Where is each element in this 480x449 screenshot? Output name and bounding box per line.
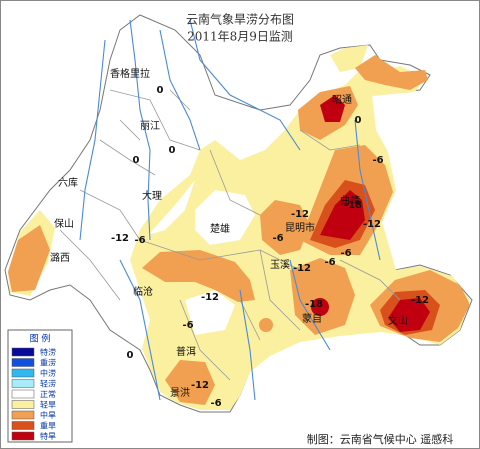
contour-label: 0 [355, 115, 362, 126]
moderate-drought [260, 200, 310, 255]
legend-label: 中旱 [40, 410, 56, 420]
moderate-drought [290, 258, 355, 335]
contour-label: -12 [293, 263, 311, 274]
credit: 制图：云南省气候中心 遥感科 [307, 432, 454, 446]
city-label: 楚雄 [210, 222, 230, 235]
legend-swatch [11, 421, 35, 430]
legend-label: 轻涝 [40, 379, 56, 389]
extreme-drought [320, 95, 345, 122]
moderate-drought [8, 225, 50, 292]
city-label: 丽江 [140, 120, 160, 132]
contour-label: -6 [272, 233, 283, 244]
legend-label: 重旱 [40, 421, 56, 431]
contour-label: -12 [191, 380, 209, 391]
contour-label: -6 [210, 398, 221, 409]
city-label: 昭通 [332, 94, 352, 106]
moderate-drought [259, 318, 273, 332]
normal-hole [148, 180, 195, 235]
legend-swatch [11, 400, 35, 409]
city-label: 大理 [142, 189, 162, 202]
legend-label: 中涝 [40, 368, 56, 378]
legend-swatch [11, 389, 35, 399]
legend-swatch [11, 347, 35, 357]
legend-label: 轻旱 [40, 400, 56, 410]
subtitle: 2011年8月9日监测 [187, 30, 293, 44]
city-label: 蒙自 [302, 312, 322, 325]
extreme-drought [311, 298, 329, 316]
city-label: 昆明市 [285, 221, 315, 234]
legend-swatch [11, 410, 35, 420]
title: 云南气象旱涝分布图 [186, 12, 294, 27]
contour-label: -18 [305, 299, 323, 310]
contour-label: -12 [201, 292, 219, 303]
moderate-drought [165, 360, 215, 405]
contour-label: -12 [111, 233, 129, 244]
contour-label: -12 [291, 209, 309, 220]
legend-label: 重涝 [40, 358, 56, 368]
contour-label: -6 [372, 155, 383, 166]
light-drought [330, 45, 368, 72]
contour-label: -18 [344, 200, 362, 211]
city-label: 文山 [388, 314, 408, 327]
contour-label: 0 [127, 350, 134, 361]
contour-label: -6 [134, 235, 145, 246]
moderate-drought [355, 55, 428, 90]
city-label: 保山 [54, 217, 74, 230]
contour-label: 0 [169, 145, 176, 156]
city-label: 玉溪 [270, 259, 290, 271]
normal-hole [195, 190, 255, 245]
city-label: 香格里拉 [110, 67, 150, 80]
city-label: 六库 [58, 176, 78, 189]
city-label: 普洱 [176, 345, 196, 358]
contour-label: -6 [340, 248, 351, 259]
contour-label: -12 [411, 295, 429, 306]
contour-label: 0 [157, 85, 164, 96]
city-label: 景洪 [170, 387, 190, 399]
legend-swatch [11, 431, 35, 441]
city-label: 潞西 [50, 251, 70, 264]
legend-swatch [11, 368, 35, 378]
extreme-drought [388, 298, 430, 332]
contour-label: 0 [133, 155, 140, 166]
legend-swatch [11, 379, 35, 388]
contour-label: -6 [182, 320, 193, 331]
moderate-drought [142, 250, 255, 302]
legend-swatch [11, 358, 35, 367]
contour-label: -6 [324, 257, 335, 268]
legend-label: 正常 [40, 390, 56, 399]
normal-hole [185, 290, 235, 335]
contour-labels: 000-6-12-12-18-12-6-12-18-6-120-6-12-6-1… [111, 85, 429, 409]
legend-title: 图 例 [30, 333, 51, 345]
river [79, 19, 381, 401]
extreme-drought [320, 190, 365, 240]
city-label: 曲靖 [340, 194, 360, 207]
city-label: 临沧 [133, 285, 153, 298]
legend-label: 特旱 [40, 431, 56, 441]
contour-label: -12 [363, 219, 381, 230]
legend-label: 特涝 [40, 347, 56, 357]
